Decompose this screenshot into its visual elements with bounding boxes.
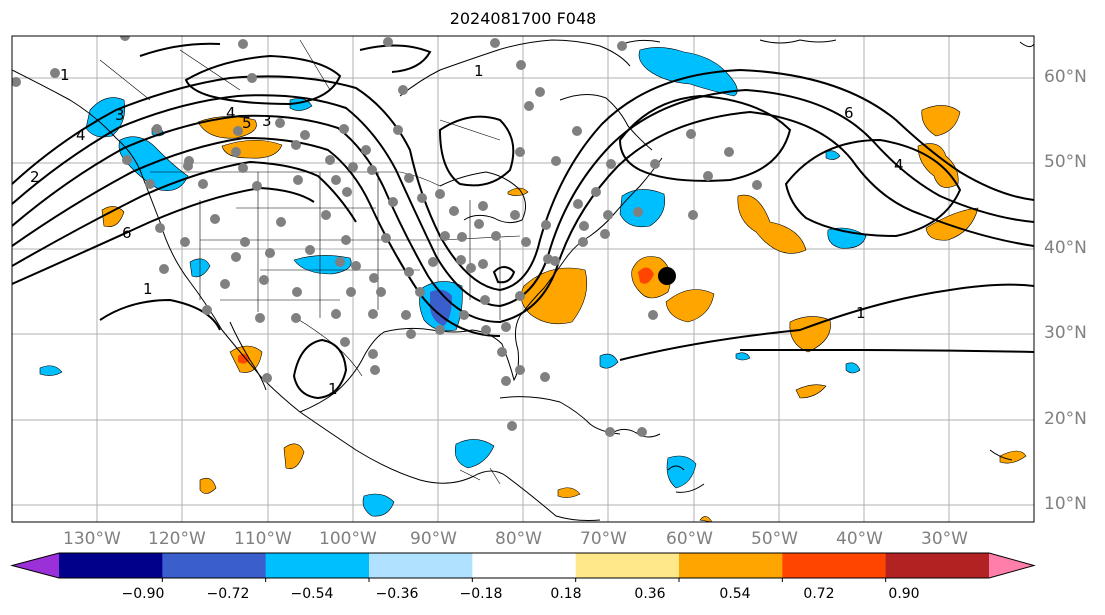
lat-label: 50°N (1044, 152, 1087, 172)
lon-label: 120°W (148, 529, 206, 549)
contour-lines (12, 42, 1034, 400)
lon-label: 100°W (319, 529, 377, 549)
contour-label: 1 (474, 62, 484, 80)
lat-label: 30°N (1044, 323, 1087, 343)
station-dots (12, 36, 762, 437)
lat-label: 10°N (1044, 494, 1087, 514)
colorbar-tick-label: 0.36 (634, 586, 666, 602)
contour-label: 6 (122, 224, 132, 242)
lon-label: 50°W (751, 529, 798, 549)
contour-label: 2 (30, 168, 40, 186)
colorbar-extend-high (989, 553, 1034, 578)
contour-labels: 1 2 3 4 5 6 1 4 6 1 1 1 3 4 (30, 62, 904, 398)
positive-anomaly-regions (101, 105, 1027, 522)
contour-label: 4 (76, 126, 86, 144)
contour-label: 6 (844, 104, 854, 122)
contour-label: 3 (262, 112, 272, 130)
lon-label: 40°W (836, 529, 883, 549)
contour-label: 4 (894, 156, 904, 174)
contour-label: 1 (143, 280, 153, 298)
lat-label: 40°N (1044, 238, 1087, 258)
colorbar-tick-label: −0.36 (375, 586, 419, 602)
colorbar-tick-label: 0.18 (550, 586, 582, 602)
contour-label: 3 (115, 106, 125, 124)
contour-label: 4 (226, 104, 236, 122)
contour-label: 1 (856, 304, 866, 322)
lon-label: 30°W (921, 529, 968, 549)
contour-label: 1 (60, 66, 70, 84)
colorbar-tick-label: 0.90 (888, 586, 920, 602)
contour-label: 5 (242, 114, 252, 132)
negative-anomaly-regions (39, 47, 867, 517)
colorbar-tick-label: −0.90 (121, 586, 165, 602)
colorbar-tick-label: −0.54 (290, 586, 334, 602)
contour-label: 1 (328, 380, 338, 398)
colorbar-segment (265, 553, 370, 578)
colorbar-outline (10, 552, 1036, 579)
colorbar-tick-label: 0.72 (803, 586, 835, 602)
colorbar-tick-label: −0.18 (459, 586, 503, 602)
colorbar (10, 552, 1036, 582)
map-title: 2024081700 F048 (449, 9, 597, 28)
colorbar-segment (679, 553, 783, 578)
storm-center-marker (658, 267, 676, 285)
lon-label: 70°W (580, 529, 627, 549)
colorbar-segment (162, 553, 267, 578)
colorbar-segment (472, 553, 577, 578)
strong-positive-anomaly (238, 267, 654, 364)
lat-label: 20°N (1044, 409, 1087, 429)
map-frame (11, 35, 1035, 523)
colorbar-segment (575, 553, 680, 578)
colorbar-segment (782, 553, 887, 578)
lon-label: 60°W (666, 529, 713, 549)
lat-label: 60°N (1044, 67, 1087, 87)
lon-label: 110°W (234, 529, 292, 549)
colorbar-segment (369, 553, 473, 578)
colorbar-tick-label: 0.54 (719, 586, 751, 602)
lon-label: 80°W (495, 529, 542, 549)
colorbar-extend-low (12, 553, 59, 578)
lon-label: 130°W (63, 529, 121, 549)
colorbar-segment (885, 553, 990, 578)
lon-label: 90°W (410, 529, 457, 549)
colorbar-segment (59, 553, 163, 578)
colorbar-tick-label: −0.72 (206, 586, 250, 602)
